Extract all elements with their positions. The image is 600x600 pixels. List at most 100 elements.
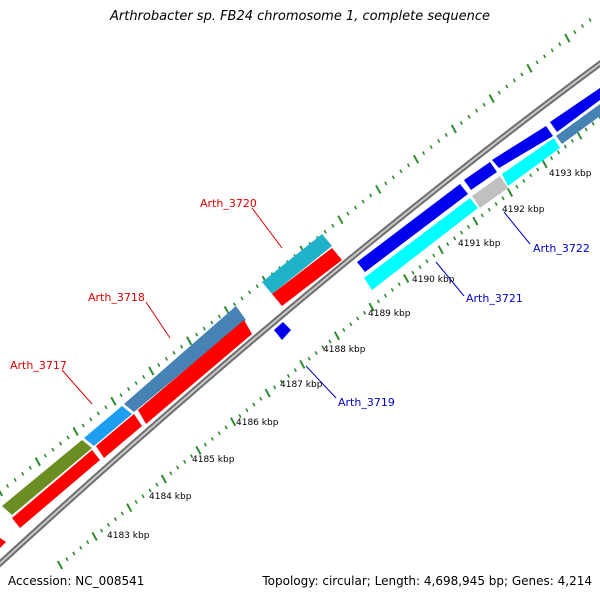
reverse-strand-genes	[0, 104, 600, 548]
tick-mark	[580, 24, 585, 29]
tick-mark	[488, 94, 495, 104]
gene-arth-3721[interactable]	[364, 198, 478, 290]
tick-mark	[446, 242, 450, 247]
tick-mark	[564, 33, 571, 43]
tick-mark	[512, 78, 516, 83]
tick-mark	[576, 130, 583, 140]
gene-red-edge[interactable]	[0, 538, 6, 548]
gene-red-c[interactable]	[138, 320, 252, 424]
tick-mark	[480, 213, 484, 218]
tick-mark	[391, 175, 395, 180]
tick-mark	[86, 540, 90, 545]
tick-mark	[337, 215, 344, 225]
kbp-scale-labels: 4183 kbp 4184 kbp 4185 kbp 4186 kbp 4187 kbp…	[107, 169, 592, 541]
kbp-label: 4190 kbp	[412, 275, 455, 285]
tick-mark	[148, 366, 155, 376]
tick-mark	[264, 388, 271, 398]
tick-mark	[183, 459, 187, 464]
tick-mark	[418, 265, 422, 269]
gene-label-arth-3721[interactable]: Arth_3721	[466, 292, 523, 305]
gene-label-arth-3720[interactable]: Arth_3720	[200, 197, 257, 210]
tick-mark	[164, 356, 168, 361]
tick-mark	[148, 488, 152, 493]
gene-arth-3717[interactable]	[84, 406, 132, 446]
tick-mark	[259, 396, 263, 401]
gene-blue-b[interactable]	[464, 162, 497, 190]
tick-mark	[179, 344, 184, 349]
gene-label-arth-3722[interactable]: Arth_3722	[533, 242, 590, 255]
tick-mark	[273, 385, 277, 390]
tick-mark	[376, 299, 381, 304]
tick-mark	[279, 379, 284, 384]
tick-mark	[425, 259, 429, 264]
tick-mark	[141, 494, 145, 499]
tick-mark	[195, 445, 202, 455]
tick-mark	[119, 393, 123, 398]
tick-mark	[482, 102, 486, 107]
gene-gray[interactable]	[472, 176, 508, 208]
gene-steelblue-edge[interactable]	[556, 104, 600, 144]
tick-mark	[172, 350, 176, 355]
kbp-label: 4186 kbp	[236, 418, 279, 428]
tick-mark	[432, 253, 436, 258]
gene-blue-d[interactable]	[550, 88, 600, 132]
tick-mark	[375, 184, 382, 194]
tick-mark	[346, 211, 350, 216]
tick-mark	[598, 116, 600, 120]
tick-mark	[356, 316, 360, 321]
tick-mark	[293, 368, 297, 373]
tick-mark	[58, 441, 63, 446]
gene-labels: Arth_3717 Arth_3718 Arth_3720 Arth_3719 Arth…	[10, 197, 590, 409]
gene-blue-a[interactable]	[357, 184, 468, 272]
tick-mark	[411, 270, 415, 275]
tick-mark	[412, 154, 420, 164]
tick-mark	[126, 503, 133, 513]
gene-arth-3718[interactable]	[124, 306, 246, 412]
tick-mark	[5, 483, 10, 488]
tick-mark	[422, 151, 426, 156]
tick-mark	[487, 207, 491, 212]
gene-red-d[interactable]	[272, 248, 342, 306]
gene-blue-c[interactable]	[492, 126, 553, 168]
tick-mark	[224, 425, 228, 430]
tick-mark	[238, 414, 242, 418]
gene-arth-3719[interactable]	[274, 322, 291, 340]
gene-red-a[interactable]	[12, 450, 100, 528]
tick-mark	[142, 375, 146, 380]
tick-mark	[28, 465, 32, 470]
tick-marks	[0, 18, 600, 570]
tick-mark	[515, 184, 519, 189]
tick-mark	[160, 474, 167, 484]
tick-mark	[195, 332, 199, 337]
gene-arth-3720[interactable]	[262, 234, 332, 294]
tick-mark	[323, 229, 327, 234]
tick-mark	[556, 150, 561, 155]
tick-mark	[21, 471, 25, 476]
tick-mark	[56, 560, 64, 570]
gene-red-b[interactable]	[96, 414, 142, 458]
kbp-label: 4193 kbp	[549, 169, 592, 179]
tick-mark	[72, 427, 79, 436]
tick-mark	[494, 201, 498, 206]
tick-mark	[155, 482, 159, 487]
tick-mark	[331, 223, 335, 228]
kbp-label: 4188 kbp	[323, 345, 366, 355]
gene-label-arth-3719[interactable]: Arth_3719	[338, 396, 395, 409]
tick-mark	[450, 124, 457, 134]
tick-mark	[176, 465, 180, 470]
tick-mark	[217, 314, 221, 319]
tick-mark	[91, 531, 98, 541]
tick-mark	[444, 132, 448, 137]
kbp-label: 4187 kbp	[280, 380, 323, 390]
tick-mark	[255, 284, 259, 289]
tick-mark	[203, 442, 207, 447]
gene-label-arth-3718[interactable]: Arth_3718	[88, 291, 145, 304]
tick-mark	[99, 528, 104, 533]
gene-olive[interactable]	[2, 440, 92, 515]
tick-mark	[550, 48, 554, 53]
gene-arth-3722[interactable]	[502, 138, 560, 186]
tick-mark	[81, 423, 85, 428]
kbp-label: 4184 kbp	[149, 492, 192, 502]
gene-label-arth-3717[interactable]: Arth_3717	[10, 359, 67, 372]
